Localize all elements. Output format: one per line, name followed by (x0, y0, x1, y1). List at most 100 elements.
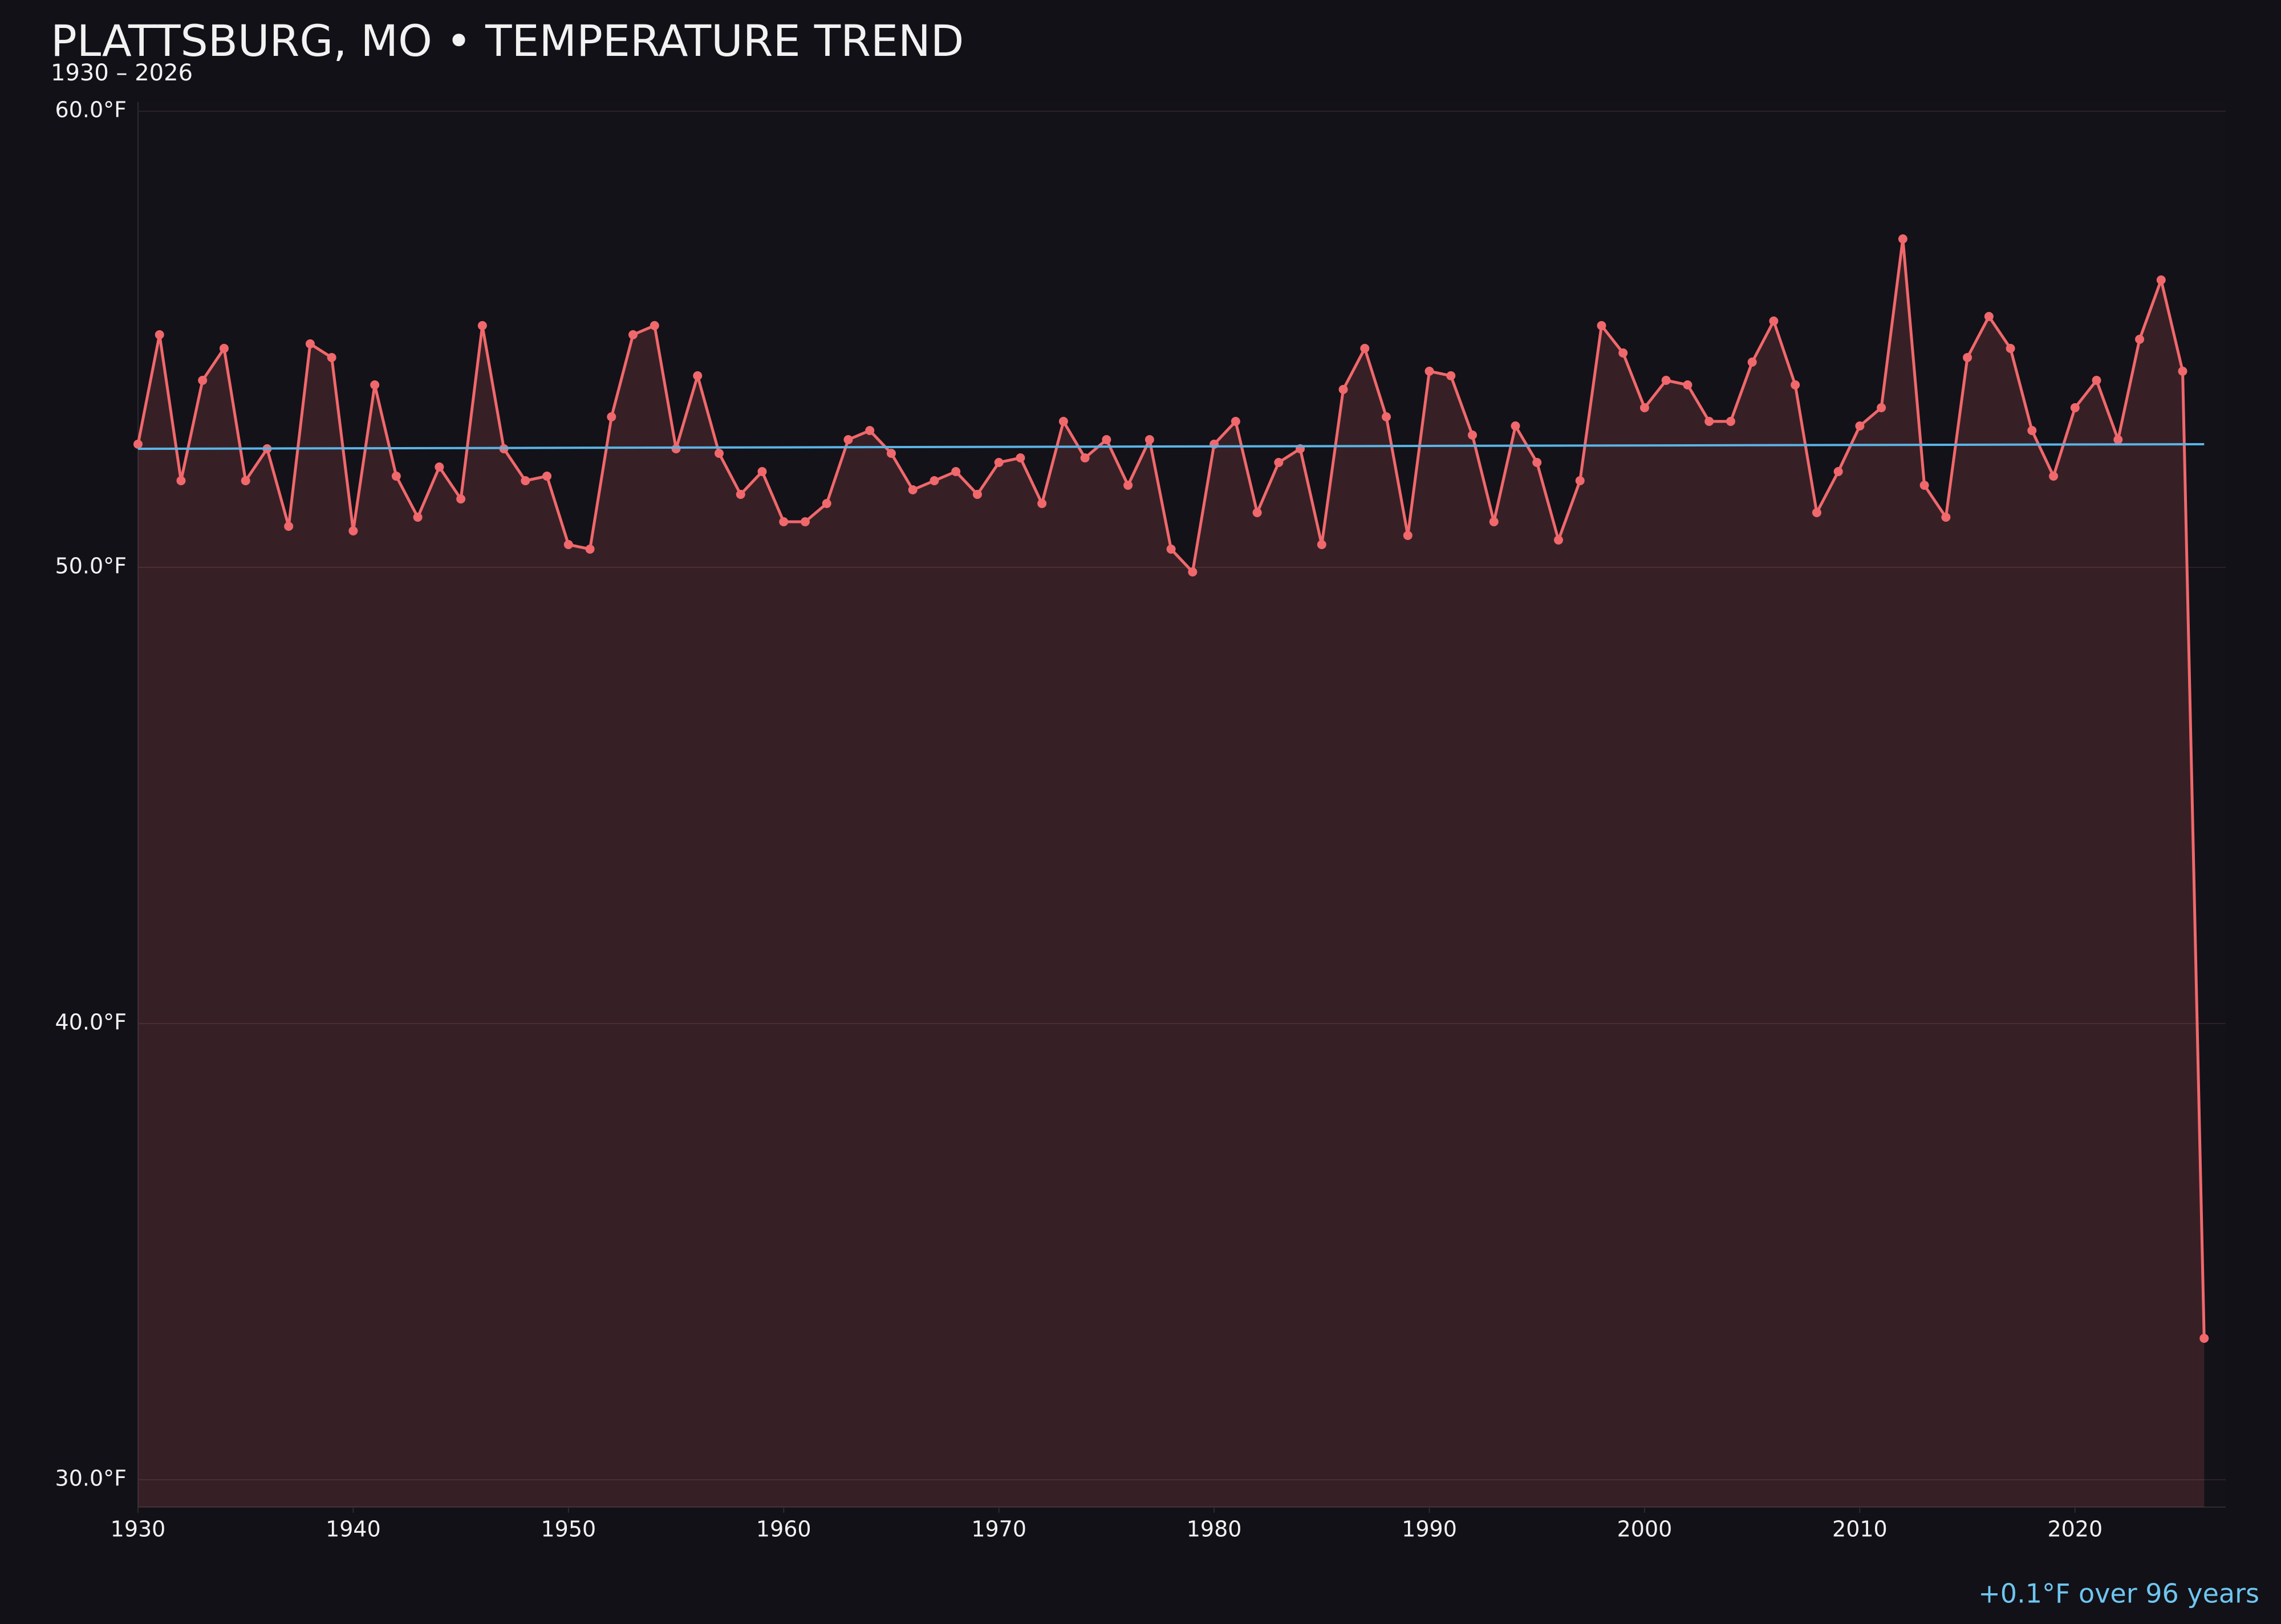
point (1597, 321, 1606, 330)
point (1575, 476, 1585, 485)
point (757, 467, 767, 476)
chart-title: PLATTSBURG, MO • TEMPERATURE TREND (51, 15, 964, 66)
trend-annotation: +0.1°F over 96 years (1978, 1578, 2259, 1609)
point (1532, 458, 1542, 467)
y-tick-label: 30.0°F (55, 1466, 127, 1491)
x-tick-label: 2010 (1832, 1517, 1888, 1542)
point (1791, 380, 1800, 389)
point (1984, 312, 1994, 321)
y-tick-label: 60.0°F (55, 98, 127, 123)
point (1080, 453, 1090, 462)
point (2070, 403, 2080, 412)
point (628, 330, 638, 339)
plot-area (138, 102, 2226, 1507)
point (1553, 535, 1563, 545)
point (2092, 376, 2101, 385)
point (305, 339, 315, 348)
point (370, 380, 380, 389)
point (607, 412, 616, 421)
point (1166, 545, 1176, 554)
point (1274, 458, 1284, 467)
point (1446, 371, 1456, 380)
x-tick-label: 1930 (111, 1517, 166, 1542)
point (2178, 367, 2187, 376)
point (1144, 435, 1154, 444)
point (908, 485, 918, 494)
y-tick-label: 50.0°F (55, 554, 127, 579)
point (865, 426, 875, 435)
point (2113, 435, 2123, 444)
point (2156, 275, 2166, 285)
point (563, 540, 573, 549)
point (1382, 412, 1391, 421)
point (1338, 385, 1348, 394)
point (1102, 435, 1111, 444)
point (1424, 367, 1434, 376)
point (650, 321, 659, 330)
point (972, 490, 982, 499)
point (1123, 481, 1133, 490)
point (198, 376, 208, 385)
point (715, 449, 724, 458)
area (138, 239, 2205, 1507)
point (1812, 508, 1821, 517)
point (1188, 567, 1198, 576)
point (886, 449, 896, 458)
point (994, 458, 1004, 467)
point (284, 522, 294, 531)
point (843, 435, 853, 444)
x-tick-label: 1940 (326, 1517, 381, 1542)
point (779, 517, 789, 526)
point (133, 440, 143, 449)
point (1661, 376, 1671, 385)
x-tick-label: 1960 (756, 1517, 811, 1542)
point (391, 472, 401, 481)
point (413, 513, 423, 522)
chart-subtitle: 1930 – 2026 (51, 60, 193, 86)
point (2135, 335, 2145, 344)
point (1833, 467, 1843, 476)
point (2199, 1334, 2209, 1343)
point (155, 330, 164, 339)
point (1747, 358, 1757, 367)
point (801, 517, 810, 526)
point (1963, 353, 1972, 362)
point (693, 371, 703, 380)
point (1252, 508, 1262, 517)
x-tick-label: 2000 (1617, 1517, 1673, 1542)
point (671, 444, 681, 453)
point (1898, 234, 1907, 243)
point (1489, 517, 1499, 526)
point (822, 499, 831, 508)
point (1877, 403, 1886, 412)
x-tick-label: 1990 (1402, 1517, 1457, 1542)
point (2027, 426, 2037, 435)
x-tick-label: 1980 (1187, 1517, 1242, 1542)
x-tick-label: 1970 (971, 1517, 1026, 1542)
point (348, 526, 358, 535)
x-tick-label: 1950 (541, 1517, 596, 1542)
point (2049, 472, 2059, 481)
point (1360, 344, 1370, 353)
point (1726, 417, 1735, 426)
point (521, 476, 530, 485)
point (1468, 431, 1478, 440)
point (1403, 531, 1413, 540)
point (456, 494, 466, 504)
point (951, 467, 961, 476)
point (477, 321, 487, 330)
point (1037, 499, 1047, 508)
point (1058, 417, 1068, 426)
point (1317, 540, 1326, 549)
point (1016, 453, 1025, 462)
point (736, 490, 745, 499)
point (241, 476, 250, 485)
y-tick-label: 40.0°F (55, 1010, 127, 1035)
point (930, 476, 939, 485)
point (1919, 481, 1929, 490)
point (1511, 421, 1520, 431)
point (1704, 417, 1714, 426)
point (585, 545, 595, 554)
x-tick-label: 2020 (2047, 1517, 2103, 1542)
